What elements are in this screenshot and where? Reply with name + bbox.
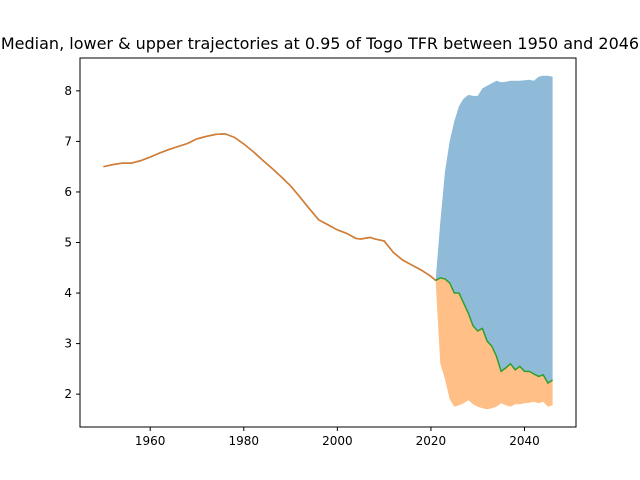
x-tick-label: 1960	[135, 434, 166, 448]
y-tick-label: 4	[64, 286, 72, 300]
y-tick-label: 5	[64, 236, 72, 250]
y-tick-label: 2	[64, 387, 72, 401]
x-axis: 1960 1980 2000 2020 2040	[135, 427, 540, 448]
lower-band-area	[435, 277, 553, 410]
y-tick-label: 3	[64, 337, 72, 351]
y-axis: 2 3 4 5 6 7 8	[64, 84, 80, 401]
x-tick-label: 2000	[322, 434, 353, 448]
y-tick-label: 7	[64, 134, 72, 148]
x-tick-label: 2020	[416, 434, 447, 448]
y-tick-label: 8	[64, 84, 72, 98]
historical-line	[103, 133, 437, 281]
uncertainty-bands	[435, 75, 553, 410]
chart-title: Median, lower & upper trajectories at 0.…	[1, 34, 639, 53]
plot-area	[103, 75, 554, 410]
trajectory-lines	[103, 133, 554, 385]
upper-band-area	[435, 75, 553, 384]
x-tick-label: 1980	[229, 434, 260, 448]
median-line	[435, 277, 554, 385]
y-tick-label: 6	[64, 185, 72, 199]
x-tick-label: 2040	[509, 434, 540, 448]
